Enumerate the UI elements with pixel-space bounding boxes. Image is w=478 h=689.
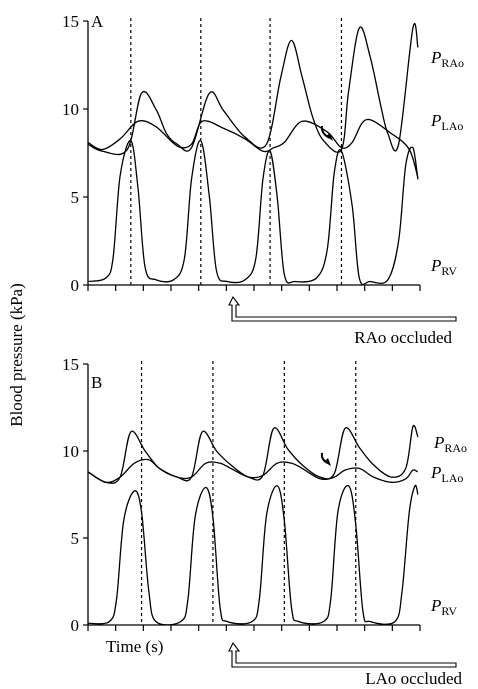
y-tick-label: 5 bbox=[71, 529, 80, 548]
curved-arrow-icon bbox=[320, 125, 333, 141]
series-p-rv bbox=[87, 484, 419, 626]
trace-label-sub: RV bbox=[441, 604, 457, 618]
trace-label-main: P bbox=[430, 596, 441, 615]
occlusion-label: LAo occluded bbox=[365, 669, 462, 688]
y-tick-label: 5 bbox=[71, 188, 80, 207]
curved-arrow-icon bbox=[320, 452, 331, 466]
panel-b-markers bbox=[140, 361, 357, 625]
y-tick-label: 10 bbox=[62, 442, 79, 461]
trace-label-main: P bbox=[430, 48, 441, 67]
y-tick-label: 0 bbox=[71, 276, 80, 295]
trace-label-lao: PLAo bbox=[430, 111, 463, 133]
occlusion-label: RAo occluded bbox=[354, 328, 452, 347]
trace-label-main: P bbox=[430, 111, 441, 130]
panel-letter: B bbox=[91, 373, 102, 392]
panel-a-axes: 0 5 10 15 bbox=[62, 12, 421, 295]
y-tick-label: 0 bbox=[71, 616, 80, 635]
panel-a-markers bbox=[130, 18, 343, 285]
trace-label-lao: PLAo bbox=[430, 463, 463, 485]
y-tick-label: 10 bbox=[62, 100, 79, 119]
x-axis-label: Time (s) bbox=[106, 637, 163, 656]
y-axis-label: Blood pressure (kPa) bbox=[7, 283, 26, 427]
trace-label-sub: LAo bbox=[441, 471, 463, 485]
panel-a-series bbox=[87, 23, 419, 286]
series-p-lao bbox=[87, 458, 419, 484]
occlusion-marker bbox=[228, 295, 457, 322]
trace-label-rao: PRAo bbox=[433, 433, 467, 455]
series-p-rv bbox=[87, 140, 419, 286]
y-tick-label: 15 bbox=[62, 12, 79, 31]
occlusion-marker bbox=[228, 641, 457, 668]
panel-letter: A bbox=[91, 12, 104, 31]
panel-b-axes: 0 5 10 15 bbox=[62, 355, 421, 635]
trace-label-rv: PRV bbox=[430, 256, 457, 278]
trace-label-main: P bbox=[433, 433, 444, 452]
trace-label-main: P bbox=[430, 256, 441, 275]
trace-label-rv: PRV bbox=[430, 596, 457, 618]
trace-label-sub: LAo bbox=[441, 119, 463, 133]
trace-label-sub: RV bbox=[441, 264, 457, 278]
panel-b-series bbox=[87, 424, 419, 626]
trace-label-sub: RAo bbox=[441, 56, 464, 70]
trace-label-sub: RAo bbox=[444, 441, 467, 455]
y-tick-label: 15 bbox=[62, 355, 79, 374]
series-p-lao bbox=[87, 118, 419, 178]
trace-label-rao: PRAo bbox=[430, 48, 464, 70]
series-p-rao bbox=[87, 23, 419, 156]
trace-label-main: P bbox=[430, 463, 441, 482]
